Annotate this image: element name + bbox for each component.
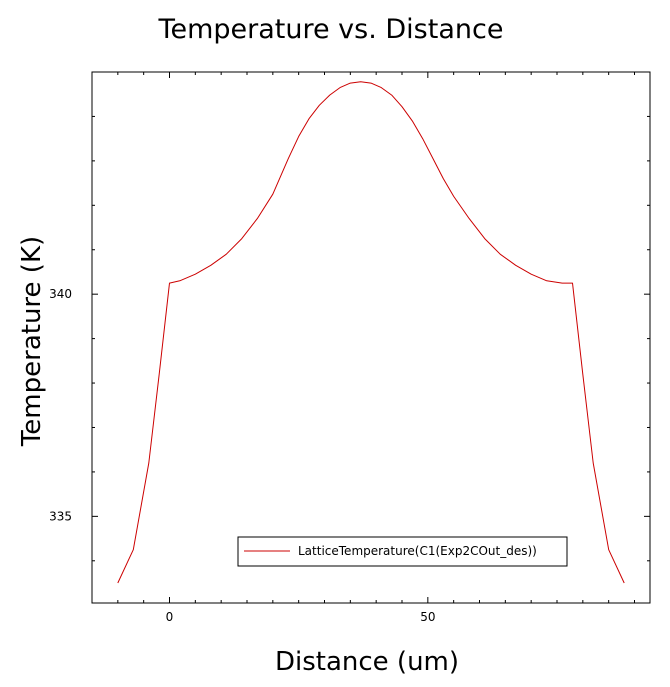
plot-frame xyxy=(91,71,651,604)
chart-title: Temperature vs. Distance xyxy=(158,14,504,45)
y-tick-label: 340 xyxy=(49,287,72,301)
x-tick-label: 0 xyxy=(166,610,174,624)
legend-box xyxy=(237,536,568,567)
plot-area: 0 50 335 340 xyxy=(49,71,651,624)
legend-label: LatticeTemperature(C1(Exp2COut_des)) xyxy=(298,544,537,558)
y-tick-label: 335 xyxy=(49,509,72,523)
x-axis-label: Distance (um) xyxy=(275,647,459,677)
x-tick-label: 50 xyxy=(420,610,435,624)
legend: LatticeTemperature(C1(Exp2COut_des)) xyxy=(237,536,568,567)
series-line xyxy=(117,81,625,584)
y-axis-label: Temperature (K) xyxy=(17,236,47,447)
